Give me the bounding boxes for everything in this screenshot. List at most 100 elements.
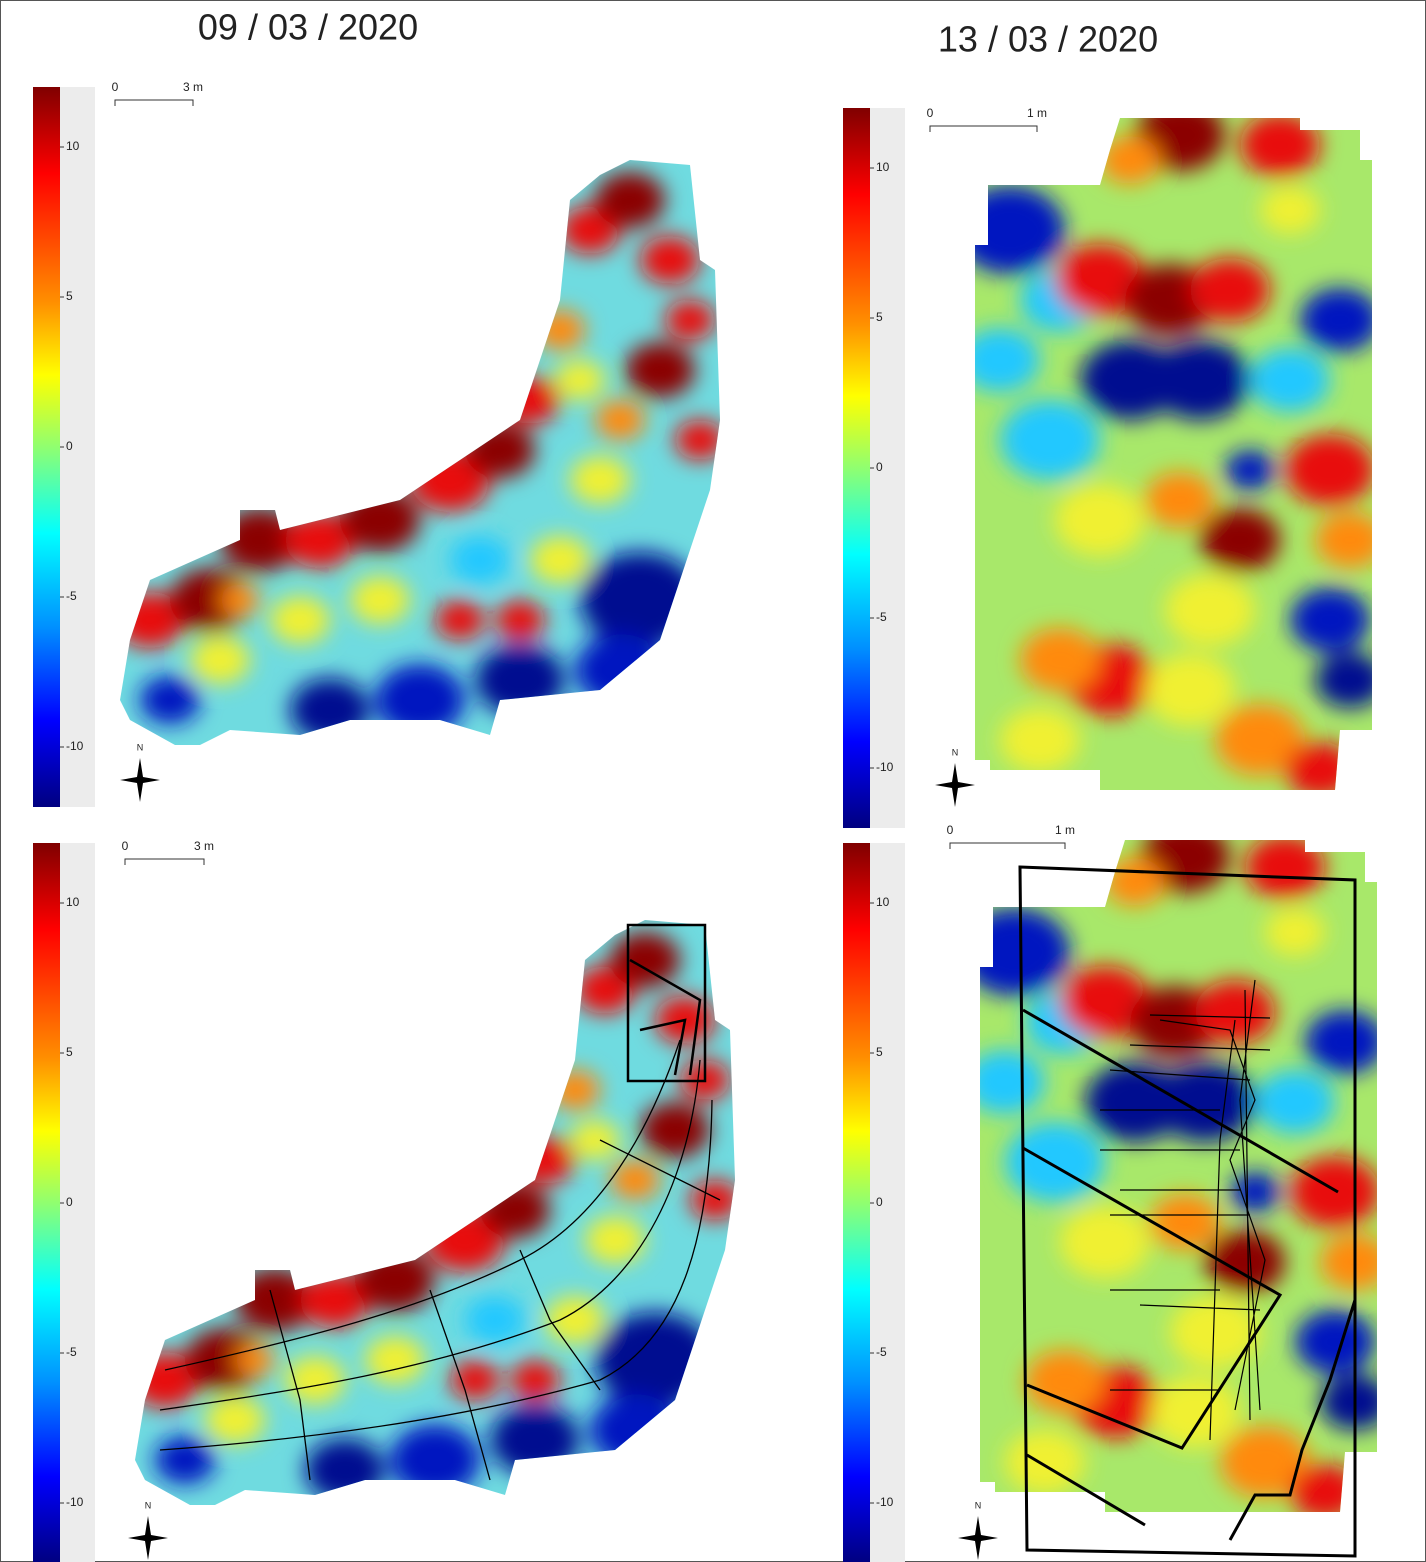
scale-bar [114, 99, 194, 106]
overlay-lines-right [1018, 865, 1357, 1558]
blob [1055, 244, 1145, 316]
colorbar-tick-label: -5 [876, 610, 887, 624]
blob [1165, 574, 1255, 646]
blob [285, 512, 355, 568]
blob [1080, 340, 1180, 420]
blob [1145, 654, 1235, 726]
blob [170, 568, 250, 632]
date-right: 13 / 03 / 2020 [938, 19, 1158, 60]
blob [290, 678, 370, 742]
north-arrow [958, 1516, 998, 1560]
blob [1190, 258, 1270, 322]
colorbar-tick-label: 10 [876, 160, 890, 174]
scale-bar [124, 858, 205, 865]
blob [350, 576, 410, 624]
blob [190, 636, 250, 684]
colorbar-tick-label: -10 [876, 760, 894, 774]
colorbar-tick-label: 10 [66, 895, 80, 909]
north-label: N [137, 742, 144, 752]
blob [595, 172, 665, 228]
blob [450, 536, 510, 584]
overlay-lines-left [159, 923, 721, 1481]
colorbar [843, 843, 870, 1562]
blob [1285, 434, 1372, 506]
scale-end-label: 3 m [194, 839, 214, 853]
blob [1240, 118, 1320, 177]
scale-start-label: 0 [927, 106, 934, 120]
blob [1300, 288, 1372, 352]
blob [555, 360, 605, 400]
colorbar-tick-label: -5 [66, 1345, 77, 1359]
blob [1200, 508, 1280, 572]
blob [1000, 400, 1100, 480]
colorbar-tick-label: -5 [876, 1345, 887, 1359]
blob [1250, 348, 1330, 412]
colorbar-tick-label: 5 [66, 1045, 73, 1059]
blob [625, 342, 695, 398]
blob [570, 456, 630, 504]
north-arrow [935, 763, 975, 807]
blob [500, 376, 560, 424]
blob [575, 634, 665, 706]
colorbar-tick-label: 10 [876, 895, 890, 909]
blob [665, 300, 715, 340]
scale-end-label: 1 m [1055, 823, 1075, 837]
blob [1285, 742, 1355, 790]
blob [465, 422, 535, 478]
heatmap-left [120, 160, 720, 745]
blob [1225, 450, 1275, 490]
blob [580, 552, 700, 648]
blob [1215, 704, 1305, 776]
colorbar-tick-label: -10 [66, 739, 84, 753]
heatmap-right [975, 118, 1372, 790]
blob [1100, 136, 1160, 184]
colorbar-tick-label: 0 [66, 439, 73, 453]
blob [495, 600, 545, 640]
blob [1020, 628, 1100, 692]
blob [475, 644, 565, 716]
colorbar-tick-label: -5 [66, 589, 77, 603]
blob [1000, 708, 1080, 772]
blob [1315, 512, 1372, 568]
blob [975, 328, 1040, 392]
colorbar-tick-label: -10 [66, 1495, 84, 1509]
blob [435, 600, 485, 640]
blob [220, 584, 260, 616]
blob [1150, 340, 1250, 420]
colorbar-background [60, 87, 95, 807]
blob [270, 596, 330, 644]
blob [530, 536, 590, 584]
blob [975, 186, 1065, 274]
colorbar-tick-label: 0 [876, 460, 883, 474]
blob [535, 310, 585, 350]
scale-bar [949, 842, 1066, 849]
colorbar-tick-label: 10 [66, 139, 80, 153]
blob [1145, 472, 1215, 528]
blob [595, 400, 645, 440]
blob [1260, 186, 1320, 234]
blob [1055, 484, 1145, 556]
blob [1290, 588, 1370, 652]
colorbar-tick-label: 5 [876, 310, 883, 324]
colorbar-background [870, 843, 905, 1562]
scale-start-label: 0 [112, 80, 119, 94]
blob [375, 664, 465, 736]
blob [340, 488, 420, 552]
north-label: N [952, 747, 959, 757]
colorbar [843, 108, 870, 828]
colorbar-background [870, 108, 905, 828]
blob [140, 676, 200, 724]
scale-bar [929, 125, 1038, 132]
colorbar [33, 843, 60, 1562]
colorbar-tick-label: 0 [66, 1195, 73, 1209]
north-label: N [975, 1500, 982, 1510]
north-arrow [120, 758, 160, 802]
north-label: N [145, 1500, 152, 1510]
scale-start-label: 0 [122, 839, 129, 853]
colorbar-tick-label: -10 [876, 1495, 894, 1509]
colorbar-tick-label: 0 [876, 1195, 883, 1209]
scale-start-label: 0 [947, 823, 954, 837]
colorbar-tick-label: 5 [876, 1045, 883, 1059]
